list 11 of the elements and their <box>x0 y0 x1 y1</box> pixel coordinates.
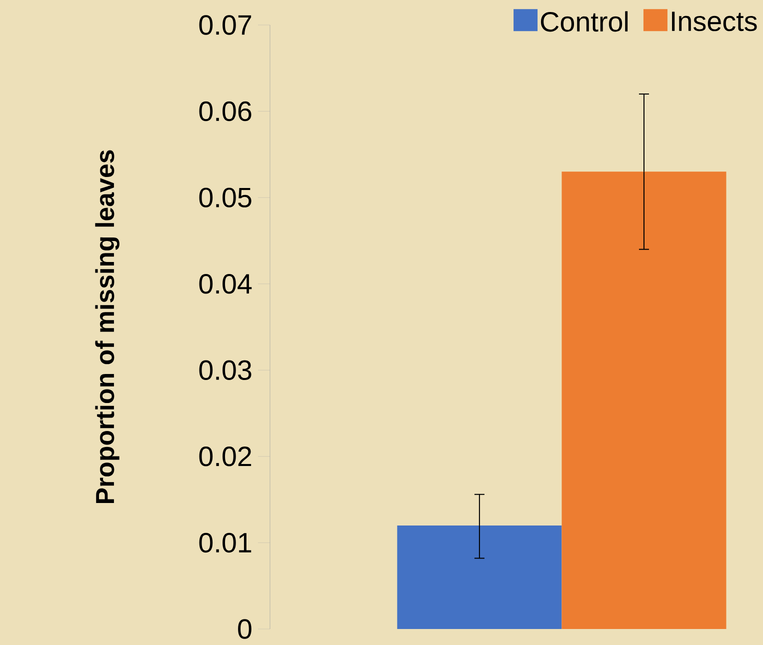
y-tick-label: 0.02 <box>199 446 252 466</box>
y-tick-label: 0.01 <box>199 532 252 553</box>
y-tick-label: 0.05 <box>199 188 252 208</box>
y-tick-label: 0.06 <box>199 101 252 122</box>
y-tick-label: 0.03 <box>199 360 252 380</box>
legend-label: Insects <box>672 12 757 32</box>
y-tick-label: 0.07 <box>199 15 252 35</box>
legend-label: Control <box>540 11 628 32</box>
y-axis-title: Proportion of missing leaves <box>95 150 120 504</box>
y-tick-label: 0 <box>238 619 252 639</box>
y-tick-label: 0.04 <box>199 274 252 294</box>
